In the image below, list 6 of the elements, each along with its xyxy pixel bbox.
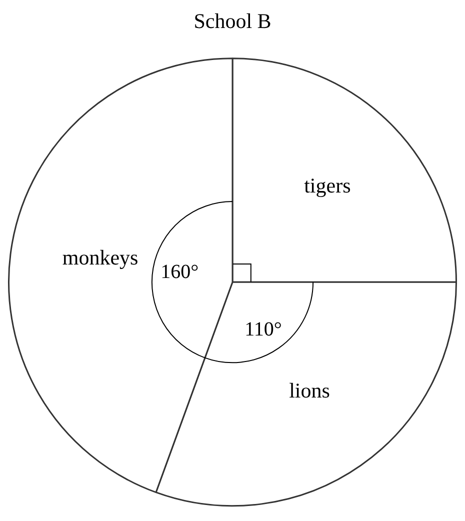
chart-title: School B <box>194 9 272 34</box>
data-label: 110° <box>244 318 282 340</box>
slice-label: monkeys <box>62 245 138 270</box>
slice-label: lions <box>289 378 330 403</box>
data-label: 160° <box>160 261 199 284</box>
slice-label: tigers <box>304 174 351 198</box>
